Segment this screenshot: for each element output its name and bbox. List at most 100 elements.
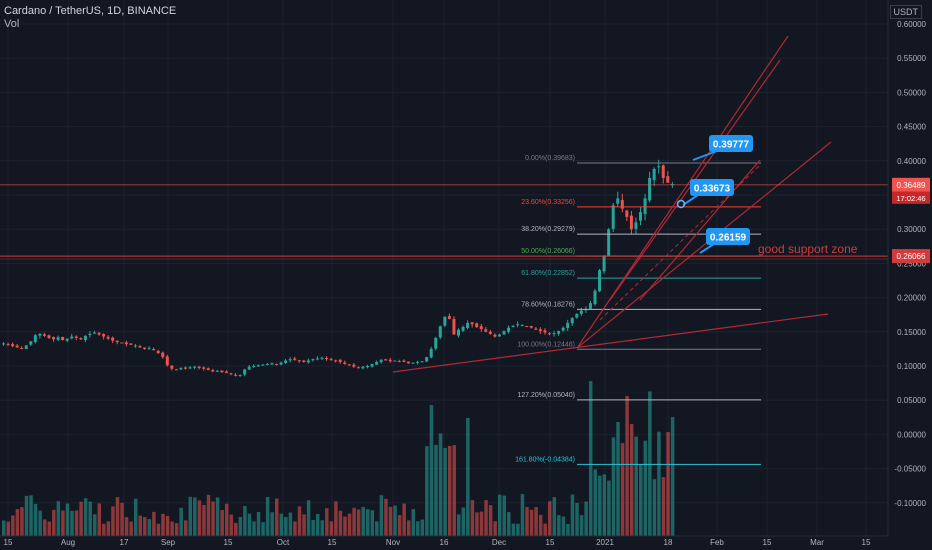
candle-body: [302, 360, 306, 362]
volume-bar: [393, 505, 397, 536]
volume-bar: [625, 396, 629, 536]
volume-bar: [447, 445, 452, 536]
candle-body: [616, 198, 620, 204]
candle-body: [211, 370, 215, 372]
candle-body: [502, 331, 506, 335]
candle-body: [202, 367, 206, 369]
candle-body: [138, 346, 142, 348]
candle-body: [652, 169, 656, 180]
fib-level-label: 61.80%(0.22852): [521, 270, 575, 277]
volume-bar: [384, 498, 388, 536]
candle-body: [29, 341, 33, 345]
candle-body: [607, 229, 611, 256]
volume-bar: [629, 424, 634, 536]
volume-bar: [56, 501, 61, 536]
volume-bar: [83, 498, 88, 536]
candle-body: [197, 366, 201, 369]
volume-bar: [261, 522, 265, 536]
candle-body: [516, 324, 520, 326]
candle-body: [370, 363, 374, 367]
candle-body: [156, 350, 160, 354]
trend-line: [639, 159, 761, 301]
volume-bar: [543, 523, 547, 536]
volume-bar: [284, 517, 288, 536]
candle-body: [475, 323, 479, 328]
candle-body: [393, 360, 397, 362]
candle-body: [352, 364, 356, 367]
volume-bar: [70, 510, 74, 536]
candle-body: [52, 337, 56, 340]
volume-label: Vol: [4, 18, 20, 30]
volume-bar: [516, 523, 520, 536]
volume-bar: [534, 507, 538, 536]
volume-bar: [297, 506, 302, 536]
volume-bar: [197, 500, 202, 536]
volume-bar: [129, 521, 133, 536]
trend-line: [576, 141, 832, 349]
candle-body: [220, 370, 224, 373]
fib-level-label: 0.00%(0.39683): [525, 155, 575, 162]
candle-body: [206, 368, 210, 371]
time-tick-label: Feb: [710, 538, 724, 547]
price-tick-label: 0.25000: [897, 259, 926, 268]
candle-body: [497, 334, 501, 337]
volume-bar: [397, 515, 402, 536]
time-tick-label: Dec: [492, 538, 506, 547]
support-annotation: good support zone: [758, 242, 858, 256]
volume-bar: [388, 506, 393, 536]
candle-body: [570, 318, 574, 324]
fib-level-label: 78.60%(0.18276): [521, 301, 575, 308]
volume-bar: [402, 503, 406, 536]
volume-bar: [452, 445, 456, 536]
volume-bar: [306, 500, 311, 536]
candle-body: [334, 360, 338, 362]
candle-body: [561, 327, 565, 331]
volume-bar: [329, 521, 334, 536]
volume-bar: [666, 432, 670, 536]
volume-bar: [47, 521, 51, 536]
volume-bar: [602, 474, 607, 536]
price-tick-label: 0.60000: [897, 20, 926, 29]
time-tick-label: 16: [440, 538, 449, 547]
volume-bar: [288, 512, 293, 536]
currency-badge[interactable]: USDT: [889, 5, 922, 19]
candle-body: [315, 358, 319, 360]
candle-body: [15, 345, 19, 348]
candle-body: [575, 314, 579, 318]
candle-body: [97, 332, 101, 335]
volume-bar: [224, 503, 229, 536]
time-tick-label: Aug: [61, 538, 75, 547]
current-price-badge: [892, 177, 930, 192]
volume-bar: [93, 514, 97, 536]
price-tick-label: 0.20000: [897, 294, 926, 303]
volume-bar: [256, 511, 261, 536]
volume-bar: [343, 516, 347, 536]
time-tick-label: 18: [664, 538, 673, 547]
volume-bar: [202, 504, 206, 536]
time-tick-label: 2021: [596, 538, 614, 547]
volume-bar: [88, 501, 92, 536]
time-tick-label: 15: [546, 538, 555, 547]
volume-bar: [97, 503, 102, 536]
fib-level-label: 50.00%(0.26066): [521, 248, 575, 255]
volume-bar: [247, 513, 252, 536]
volume-bar: [120, 502, 124, 536]
candle-body: [179, 368, 183, 370]
volume-bar: [156, 523, 161, 536]
fib-level-label: 38.20%(0.29279): [521, 226, 575, 233]
candle-body: [124, 342, 128, 345]
volume-bar: [211, 501, 215, 536]
candle-body: [188, 367, 192, 369]
candle-body: [133, 345, 137, 347]
volume-bar: [593, 469, 597, 536]
volume-bar: [616, 422, 620, 536]
price-tick-label: 0.05000: [897, 396, 926, 405]
candle-body: [224, 371, 228, 373]
volume-bar: [670, 417, 675, 536]
candle-body: [243, 369, 247, 375]
candle-body: [648, 177, 652, 201]
candle-body: [366, 366, 369, 368]
candle-body: [147, 348, 151, 350]
volume-bar: [320, 520, 324, 536]
